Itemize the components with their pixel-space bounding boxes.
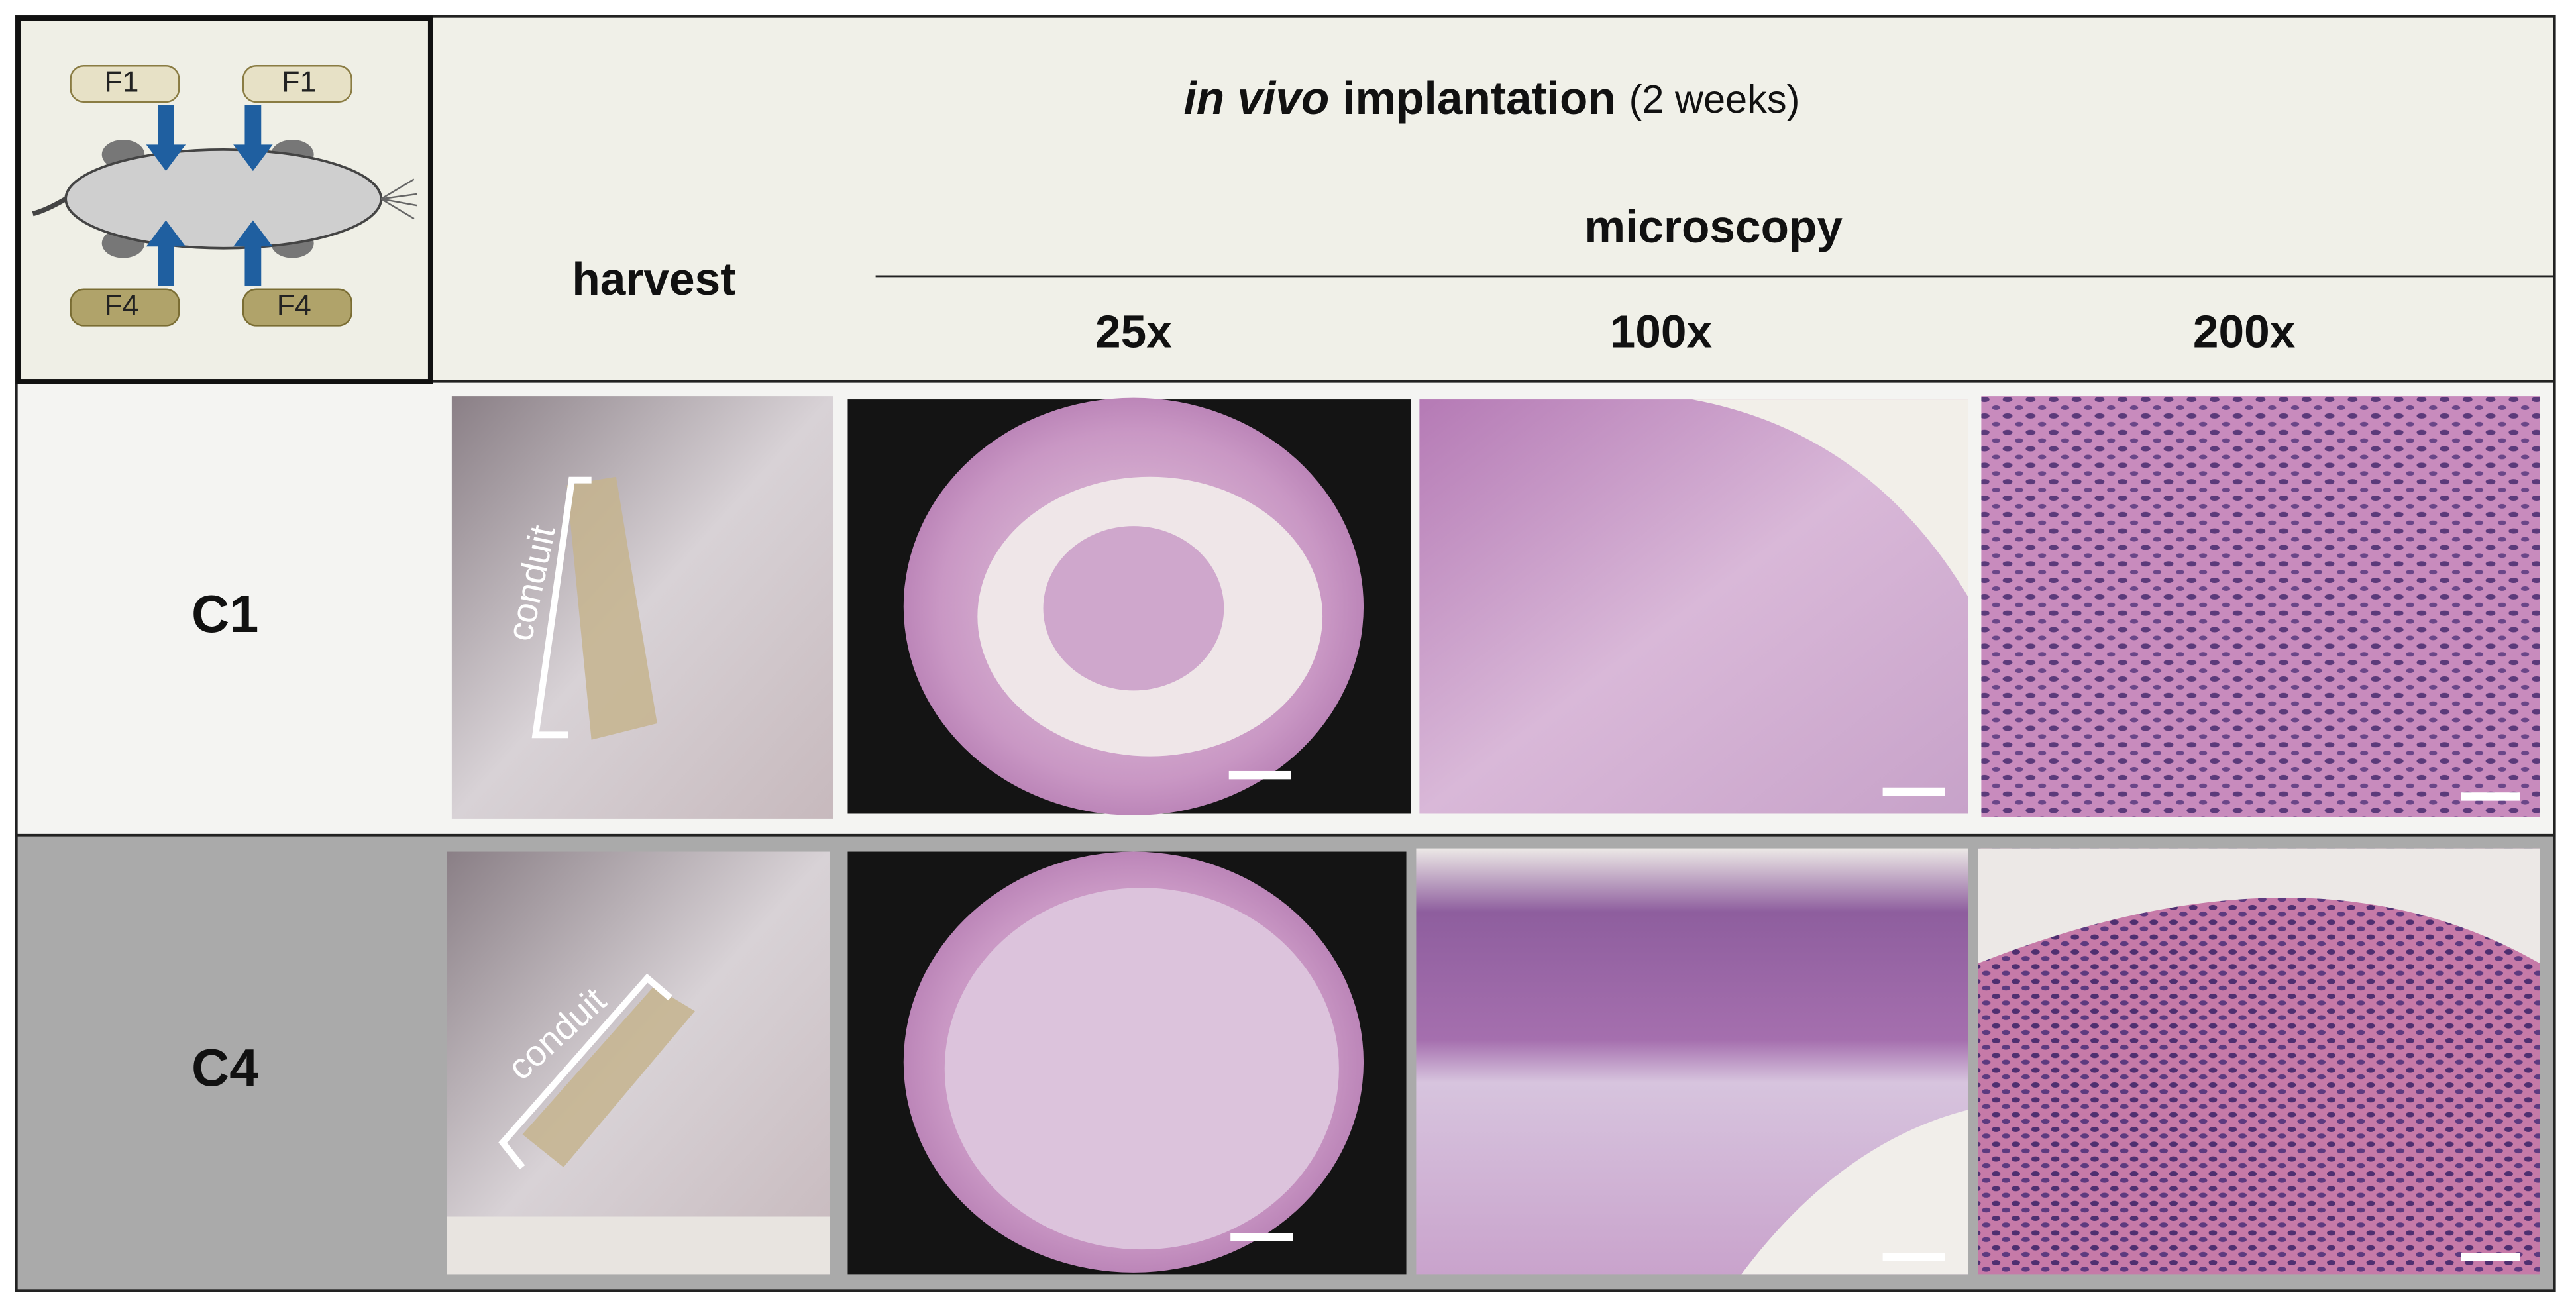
title-bold: implantation: [1342, 72, 1616, 124]
column-header: 25x: [1095, 306, 1172, 358]
micrograph: [847, 397, 1411, 815]
title-italic: in vivo: [1183, 72, 1329, 124]
harvest-photo: conduit: [451, 396, 833, 819]
title-note: (2 weeks): [1629, 77, 1800, 121]
outer-border: [15, 15, 2556, 1292]
column-header: 200x: [2193, 306, 2296, 358]
mouse-diagram: [32, 65, 418, 327]
harvest-photo: conduit: [447, 851, 830, 1275]
micrograph: [1419, 399, 1968, 814]
row-label: C4: [191, 1038, 258, 1097]
tube-label: F4: [277, 289, 311, 322]
tube-label: F4: [104, 289, 138, 322]
title: in vivo implantation (2 weeks): [1183, 72, 1799, 124]
micrograph: [847, 851, 1407, 1275]
row-label: C1: [191, 584, 258, 643]
micrograph: [1978, 848, 2540, 1275]
tube-label: F1: [282, 66, 316, 98]
tube-label: F1: [104, 66, 138, 98]
column-header: harvest: [572, 253, 735, 305]
micrograph: [1981, 396, 2540, 817]
column-header: 100x: [1610, 306, 1713, 358]
header-bg: [16, 16, 2555, 382]
micrograph: [1416, 848, 1968, 1275]
group-header: microscopy: [1584, 201, 1843, 252]
